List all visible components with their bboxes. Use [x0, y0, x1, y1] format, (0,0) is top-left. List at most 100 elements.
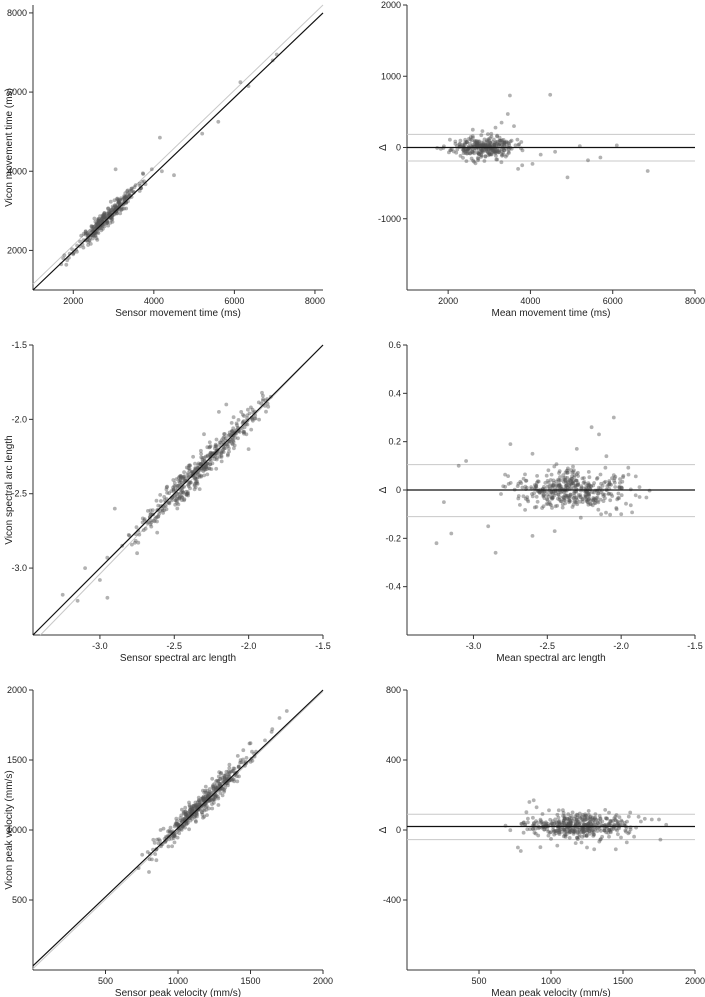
data-point — [232, 766, 237, 771]
data-point — [95, 222, 100, 227]
data-point — [242, 425, 247, 430]
data-point — [543, 481, 548, 485]
data-point — [560, 820, 565, 825]
data-point — [619, 493, 624, 498]
data-point — [464, 159, 469, 164]
data-point — [477, 141, 481, 146]
data-point — [519, 481, 524, 485]
data-point — [184, 822, 189, 826]
data-point — [485, 150, 490, 155]
data-point — [553, 491, 558, 495]
data-point — [570, 476, 574, 481]
data-point — [492, 142, 496, 147]
data-point — [604, 454, 609, 459]
data-point — [478, 147, 483, 152]
data-point — [213, 454, 217, 459]
data-point — [178, 816, 183, 821]
data-point — [181, 490, 185, 495]
data-point — [477, 151, 481, 156]
data-point — [551, 483, 556, 487]
data-point — [470, 150, 474, 155]
data-point — [553, 829, 558, 834]
data-point — [140, 852, 145, 857]
data-point — [567, 500, 571, 505]
data-point — [192, 815, 197, 819]
data-point — [557, 482, 561, 486]
data-point — [530, 492, 534, 496]
data-point — [238, 760, 243, 765]
data-point — [201, 815, 205, 820]
data-point — [214, 794, 218, 799]
data-point — [158, 493, 163, 497]
data-point — [202, 808, 207, 813]
data-point — [580, 497, 585, 502]
data-point — [483, 143, 487, 148]
data-point — [222, 773, 227, 778]
data-point — [561, 823, 565, 828]
data-point — [189, 809, 194, 814]
data-point — [549, 489, 553, 494]
data-point — [232, 443, 237, 448]
data-point — [503, 154, 508, 159]
data-point — [188, 486, 192, 491]
data-point — [598, 816, 603, 821]
data-point — [580, 820, 585, 825]
data-point — [235, 754, 240, 758]
data-point — [235, 774, 239, 779]
data-point — [584, 485, 589, 490]
data-point — [224, 442, 229, 447]
data-point — [226, 433, 231, 438]
data-point — [497, 148, 502, 153]
data-point — [588, 814, 593, 819]
data-point — [555, 503, 559, 508]
data-point — [133, 183, 138, 188]
data-point — [545, 484, 550, 489]
data-point — [218, 777, 223, 781]
data-point — [123, 191, 128, 196]
data-point — [203, 794, 208, 799]
data-point — [618, 477, 622, 481]
data-point — [516, 167, 520, 171]
data-point — [570, 481, 574, 486]
data-point — [481, 142, 486, 147]
data-point — [227, 766, 232, 770]
data-point — [464, 459, 468, 463]
data-point — [148, 508, 153, 513]
data-point — [502, 148, 507, 153]
data-point — [113, 203, 117, 208]
data-point — [201, 796, 206, 801]
x-tick-label: -3.0 — [92, 641, 108, 651]
data-point — [575, 837, 580, 841]
data-point — [628, 827, 633, 832]
data-point — [140, 520, 145, 525]
data-point — [96, 231, 101, 236]
data-point — [573, 829, 577, 833]
data-point — [120, 207, 125, 211]
data-point — [109, 218, 114, 222]
data-point — [134, 525, 139, 530]
data-point — [587, 497, 591, 502]
data-point — [583, 494, 588, 499]
data-point — [565, 468, 570, 473]
data-point — [487, 147, 491, 152]
data-point — [608, 828, 613, 832]
data-point — [609, 482, 613, 487]
data-point — [225, 453, 230, 458]
data-point — [607, 481, 612, 486]
data-point — [520, 148, 525, 153]
data-point — [87, 238, 92, 243]
data-point — [224, 776, 229, 781]
data-point — [162, 508, 167, 513]
data-point — [552, 832, 557, 837]
data-point — [186, 491, 190, 496]
data-point — [191, 807, 195, 811]
data-point — [85, 231, 90, 236]
data-point — [122, 196, 127, 201]
data-point — [518, 849, 523, 853]
data-point — [181, 474, 186, 479]
data-point — [183, 825, 187, 830]
data-point — [208, 794, 212, 799]
data-point — [199, 467, 204, 472]
data-point — [64, 262, 69, 267]
